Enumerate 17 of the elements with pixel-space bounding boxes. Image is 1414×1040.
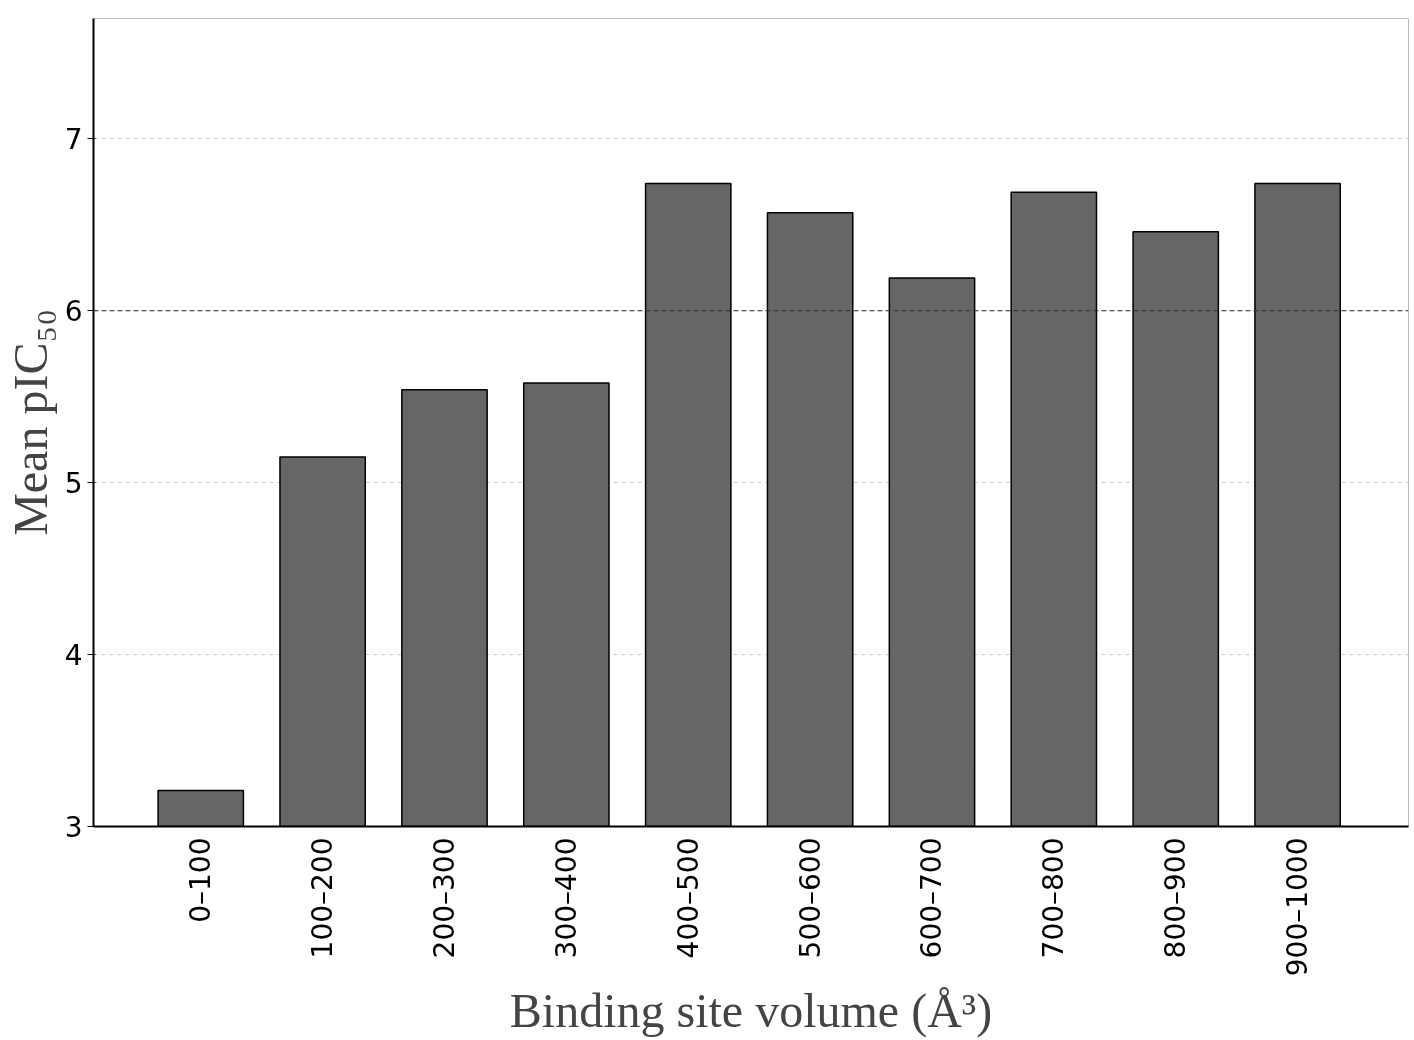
x-tick-label: 400–500: [671, 837, 705, 959]
x-tick-label: 800–900: [1159, 837, 1193, 959]
x-axis-title: Binding site volume (Å³): [509, 984, 993, 1039]
y-tick-label: 7: [64, 123, 83, 157]
y-tick-label: 4: [64, 639, 83, 673]
x-tick-label: 100–200: [306, 837, 340, 959]
y-axis-title: Mean pIC₅₀: [3, 309, 57, 536]
y-tick-label: 5: [64, 467, 83, 501]
x-tick-label: 900–1000: [1281, 837, 1315, 977]
x-tick-label: 600–700: [915, 837, 949, 959]
x-tick-label: 500–600: [793, 837, 827, 959]
x-tick-label: 700–800: [1037, 837, 1071, 959]
x-tick-label: 200–300: [427, 837, 461, 959]
x-tick-label: 300–400: [549, 837, 583, 959]
x-tick-label: 0–100: [184, 837, 218, 923]
y-tick-label: 3: [64, 811, 83, 844]
y-tick-label: 6: [64, 295, 83, 329]
